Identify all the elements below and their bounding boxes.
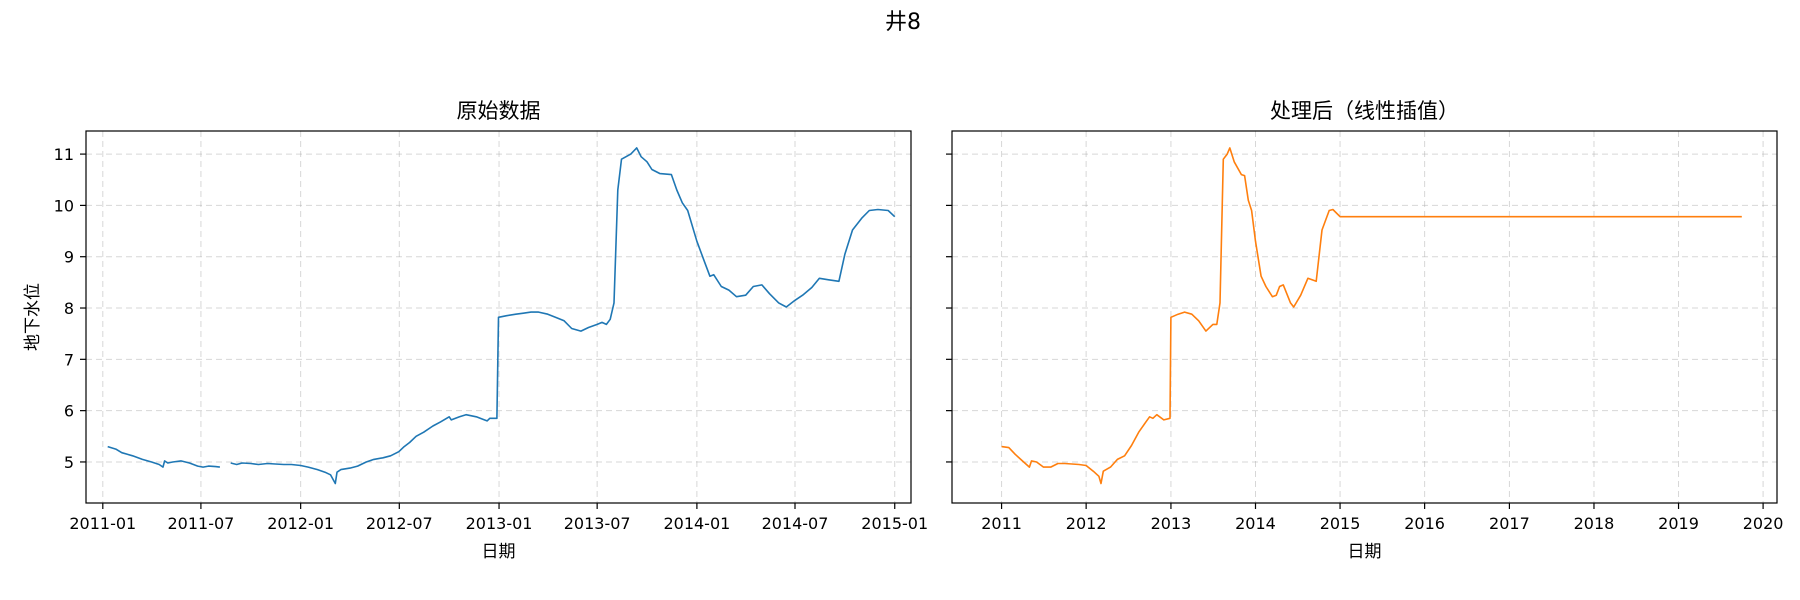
chart-1-x-tick-label: 2016	[1404, 514, 1445, 533]
chart-0-x-tick-label: 2014-07	[762, 514, 829, 533]
chart-1-series-line-segment	[1001, 147, 1742, 485]
chart-1-plot-frame	[951, 130, 1778, 504]
chart-1-title: 处理后（线性插值）	[1270, 99, 1459, 123]
chart-0-y-tick-label: 10	[54, 196, 74, 215]
chart-1-x-tick-label: 2011	[981, 514, 1022, 533]
chart-0-y-tick-label: 7	[64, 350, 74, 369]
chart-1-x-tick-label: 2020	[1743, 514, 1784, 533]
chart-0-title: 原始数据	[457, 99, 541, 123]
chart-0-y-tick-label: 6	[64, 402, 74, 421]
chart-0-x-tick-label: 2012-07	[366, 514, 433, 533]
chart-1-x-tick-label: 2012	[1066, 514, 1107, 533]
chart-1-x-tick-label: 2015	[1320, 514, 1361, 533]
chart-1-x-axis-label: 日期	[1348, 542, 1382, 562]
chart-0-y-tick-label: 8	[64, 299, 74, 318]
chart-0-x-tick-label: 2012-01	[267, 514, 334, 533]
chart-0-x-tick-label: 2011-01	[69, 514, 136, 533]
chart-0-x-tick-label: 2015-01	[861, 514, 928, 533]
chart-0-series-line-segment	[230, 147, 896, 485]
panel-interpolated: 2011 2012 2013 2014 2015 2016 2017 2018 2019 2020…	[946, 99, 1783, 562]
panel-raw-data: 2011-01 2011-07 2012-01 2012-07 2013-01 2013-…	[23, 99, 928, 562]
chart-0-series-line-segment	[107, 445, 220, 468]
figure-suptitle: 井8	[885, 10, 921, 35]
chart-1-x-tick-label: 2017	[1489, 514, 1530, 533]
chart-0-x-tick-label: 2011-07	[167, 514, 234, 533]
chart-0-y-tick-label: 11	[54, 145, 74, 164]
chart-0-x-tick-label: 2013-07	[564, 514, 631, 533]
chart-0-y-axis-label: 地下水位	[23, 283, 43, 351]
chart-0-y-tick-label: 5	[64, 453, 74, 472]
chart-0-x-axis-label: 日期	[482, 542, 516, 562]
chart-1-x-tick-label: 2018	[1574, 514, 1615, 533]
chart-1-x-tick-label: 2014	[1235, 514, 1276, 533]
chart-0-y-tick-label: 9	[64, 248, 74, 267]
chart-1-x-tick-label: 2013	[1151, 514, 1192, 533]
chart-0-x-tick-label: 2014-01	[663, 514, 730, 533]
chart-1-x-tick-label: 2019	[1658, 514, 1699, 533]
chart-0-x-tick-label: 2013-01	[466, 514, 533, 533]
